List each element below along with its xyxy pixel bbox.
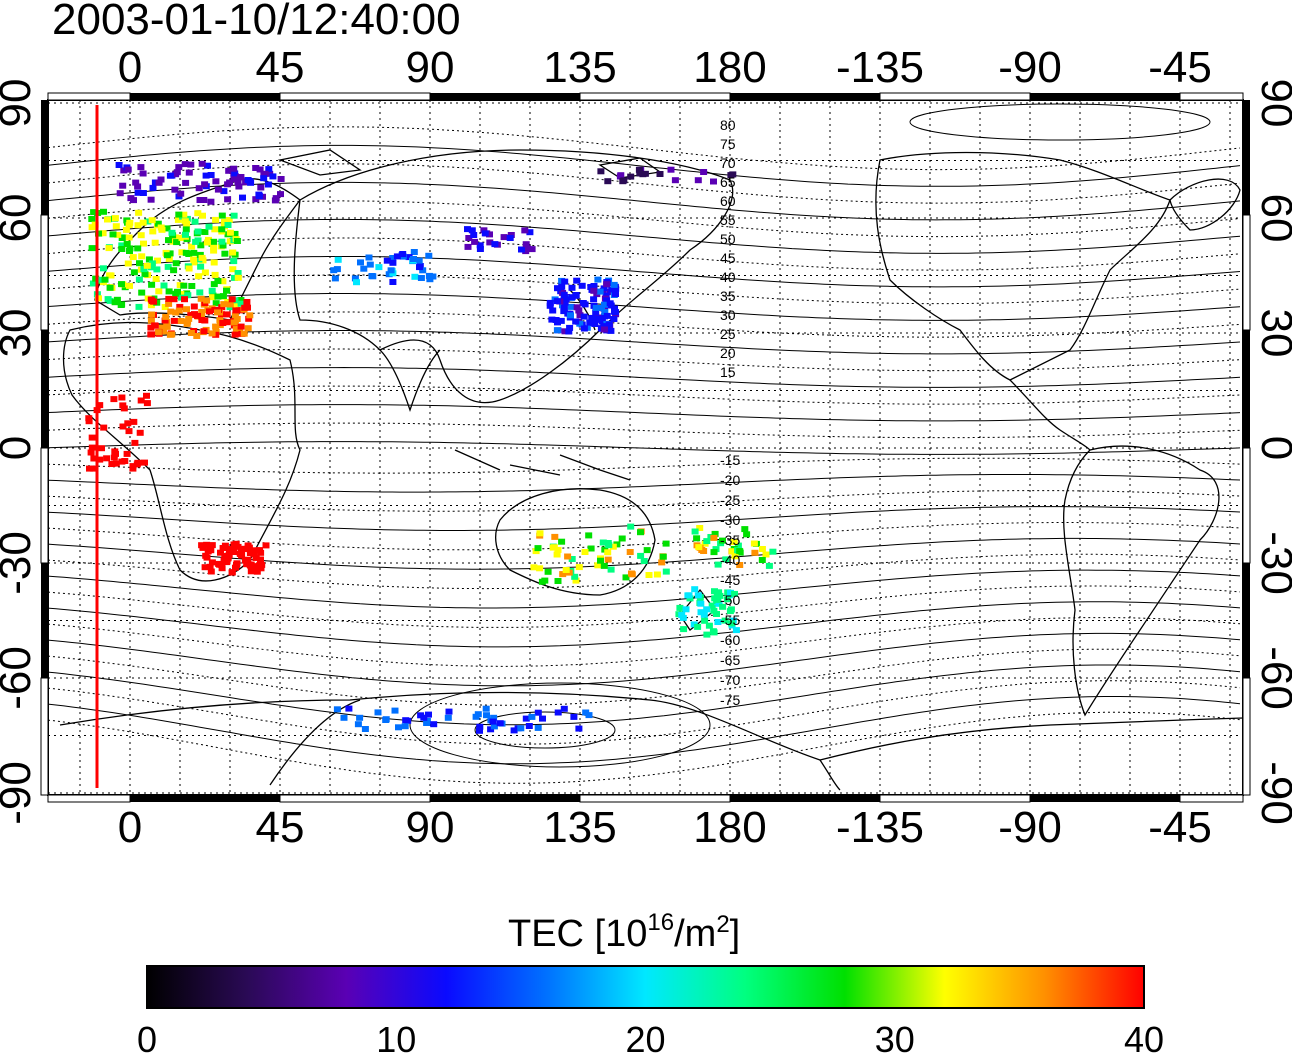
lon-tick-label-top: 0: [118, 43, 142, 92]
lat-tick-label-right: -30: [1252, 531, 1292, 595]
colorbar-tick-label: 10: [376, 1019, 416, 1057]
contour-label: 30: [720, 307, 736, 323]
colorbar-ticks: 0 10 20 30 40: [137, 1019, 1164, 1057]
contour-label: 60: [720, 193, 736, 209]
contour-labels-north: 80 75 70 65 60 55 50 45 40 35 30 25 20 15: [720, 117, 736, 380]
lon-tick-label-bottom: 90: [406, 803, 455, 852]
colorbar-tick-label: 40: [1124, 1019, 1164, 1057]
lat-tick-label-left: 30: [0, 309, 40, 358]
contour-label: 25: [720, 326, 736, 342]
contour-label: -20: [720, 472, 740, 488]
contour-label: -30: [720, 512, 740, 528]
longitude-labels-top: 0 45 90 135 180 -135 -90 -45: [118, 43, 1212, 92]
latitude-labels-right: 90 60 30 0 -30 -60 -90: [1252, 79, 1292, 825]
colorbar-title-main: TEC [10: [508, 913, 647, 955]
lon-tick-label-top: 135: [543, 43, 616, 92]
colorbar-title-unit-exponent: 2: [716, 911, 729, 938]
colorbar-tick-label: 0: [137, 1019, 157, 1057]
contour-label: 45: [720, 250, 736, 266]
lon-tick-label-top: -45: [1148, 43, 1212, 92]
lon-tick-label-top: 45: [256, 43, 305, 92]
contour-label: -40: [720, 552, 740, 568]
lon-tick-label-bottom: 135: [543, 803, 616, 852]
contour-label: 75: [720, 136, 736, 152]
lon-tick-label-top: 90: [406, 43, 455, 92]
contour-label: 55: [720, 212, 736, 228]
contour-label: 40: [720, 269, 736, 285]
lon-tick-label-bottom: 180: [693, 803, 766, 852]
contour-label: -45: [720, 572, 740, 588]
contour-label: -25: [720, 492, 740, 508]
contour-label: -75: [720, 692, 740, 708]
contour-label: -60: [720, 632, 740, 648]
lon-tick-label-bottom: -45: [1148, 803, 1212, 852]
lon-tick-label-bottom: 0: [118, 803, 142, 852]
contour-label: 20: [720, 345, 736, 361]
colorbar-title-end: ]: [730, 913, 741, 955]
lat-tick-label-left: 0: [0, 436, 40, 460]
lat-tick-label-right: -90: [1252, 761, 1292, 825]
contour-label: 70: [720, 155, 736, 171]
contour-label: -65: [720, 652, 740, 668]
lat-tick-label-right: 0: [1252, 436, 1292, 460]
lat-tick-label-left: -60: [0, 646, 40, 710]
colorbar-tick-label: 20: [625, 1019, 665, 1057]
lon-tick-label-bottom: -135: [836, 803, 924, 852]
frame-ticks: [40, 92, 1251, 803]
lat-tick-label-left: -30: [0, 531, 40, 595]
lat-tick-label-left: 90: [0, 79, 40, 128]
contour-label: 15: [720, 364, 736, 380]
contour-labels-south: -15 -20 -25 -30 -35 -40 -45 -50 -55 -60 -65 -70 -75: [720, 452, 740, 708]
longitude-labels-bottom: 0 45 90 135 180 -135 -90 -45: [118, 803, 1212, 852]
contour-label: -70: [720, 672, 740, 688]
contour-label: 35: [720, 288, 736, 304]
lat-tick-label-left: -90: [0, 761, 40, 825]
colorbar-title-exponent: 16: [647, 909, 674, 936]
map-timestamp-title: 2003-01-10/12:40:00: [52, 0, 461, 44]
lon-tick-label-top: -90: [998, 43, 1062, 92]
latitude-labels-left: 90 60 30 0 -30 -60 -90: [0, 79, 40, 825]
contour-label: 50: [720, 231, 736, 247]
lat-tick-label-right: 60: [1252, 194, 1292, 243]
colorbar-title: TEC [1016/m2]: [508, 909, 740, 955]
lon-tick-label-bottom: -90: [998, 803, 1062, 852]
lon-tick-label-top: 180: [693, 43, 766, 92]
lat-tick-label-right: -60: [1252, 646, 1292, 710]
coastlines: [59, 149, 1243, 791]
lat-tick-label-right: 30: [1252, 309, 1292, 358]
contour-label: -50: [720, 592, 740, 608]
contour-label: -15: [720, 452, 740, 468]
colorbar-tick-label: 30: [875, 1019, 915, 1057]
lat-tick-label-right: 90: [1252, 79, 1292, 128]
contour-label: -55: [720, 612, 740, 628]
contour-label: 80: [720, 117, 736, 133]
tec-data-points: [85, 160, 777, 734]
colorbar-title-unit: /m: [674, 913, 716, 955]
colorbar: [146, 965, 1145, 1009]
contour-label: -35: [720, 532, 740, 548]
lon-tick-label-top: -135: [836, 43, 924, 92]
contour-label: 65: [720, 174, 736, 190]
lat-tick-label-left: 60: [0, 194, 40, 243]
lon-tick-label-bottom: 45: [256, 803, 305, 852]
